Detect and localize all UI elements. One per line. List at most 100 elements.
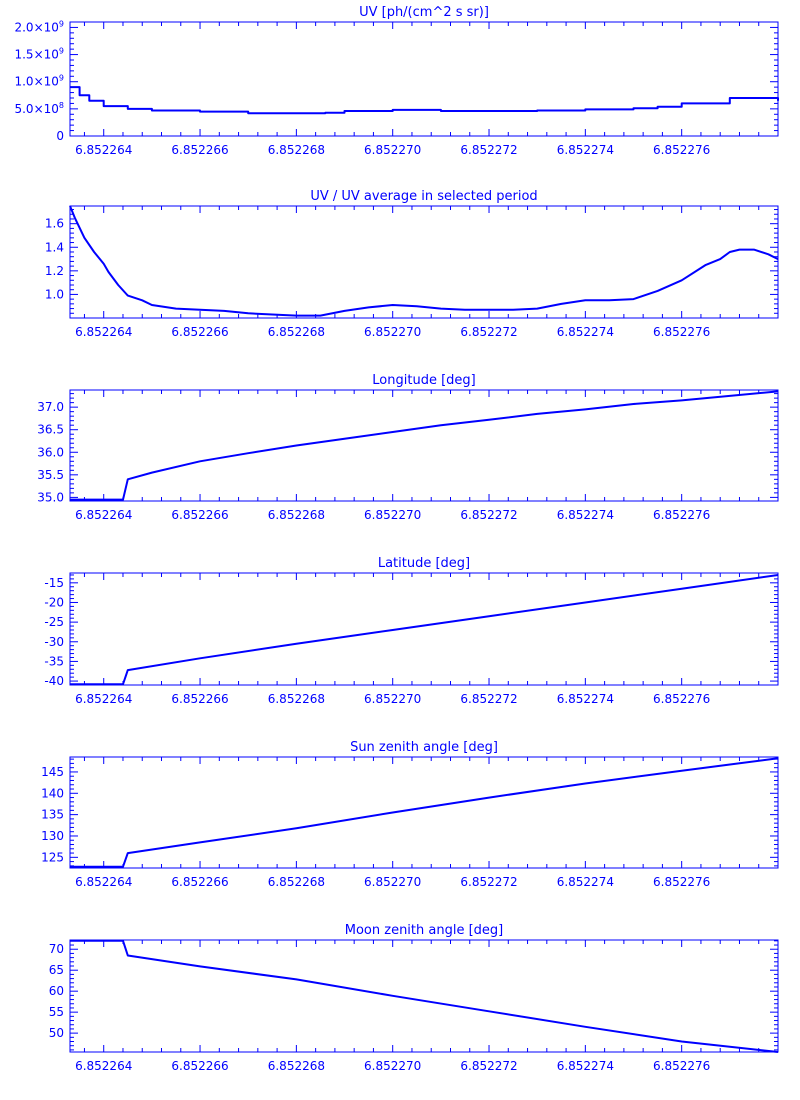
data-line-1	[69, 205, 779, 317]
panel-title: Sun zenith angle [deg]	[350, 740, 498, 755]
y-tick-label: 1.2	[45, 264, 64, 278]
y-tick-exponent: 9	[59, 19, 64, 28]
panel-title: Latitude [deg]	[378, 556, 470, 571]
x-tick-label: 6.852268	[268, 1059, 325, 1073]
y-tick-label: 60	[49, 984, 64, 998]
x-tick-label: 6.852272	[460, 692, 517, 706]
x-tick-label: 6.852274	[557, 875, 614, 889]
panel-3: Longitude [deg] 6.852264 6.852266 6.852268 6…	[37, 373, 779, 522]
y-tick-label: 140	[41, 786, 64, 800]
y-tick-label: 5.0×108	[14, 101, 64, 116]
plot-frame	[69, 756, 779, 869]
x-tick-label: 6.852274	[557, 325, 614, 339]
x-tick-label: 6.852266	[171, 1059, 228, 1073]
y-tick-label: 1.6	[45, 217, 64, 231]
plot-frame	[69, 205, 779, 319]
x-tick-label: 6.852272	[460, 508, 517, 522]
x-tick-label: 6.852264	[75, 325, 132, 339]
panel-title: UV / UV average in selected period	[310, 189, 537, 204]
data-line-1	[70, 757, 779, 868]
y-tick-label: 125	[41, 850, 64, 864]
y-tick-label: 36.5	[37, 423, 64, 437]
x-tick-label: 6.852272	[460, 1059, 517, 1073]
panel-title: UV [ph/(cm^2 s sr)]	[359, 5, 489, 20]
x-tick-label: 6.852270	[364, 325, 421, 339]
y-tick-label: 2.0×109	[14, 19, 64, 34]
data-line-1	[70, 574, 779, 686]
y-tick-mantissa: 5.0×10	[14, 102, 58, 116]
data-line-1	[70, 86, 779, 115]
y-tick-label: 1.5×109	[14, 47, 64, 62]
x-tick-label: 6.852274	[557, 692, 614, 706]
x-tick-label: 6.852272	[460, 143, 517, 157]
y-tick-label: -35	[44, 654, 64, 668]
y-tick-label: 36.0	[37, 445, 64, 459]
plot-frame	[69, 939, 779, 1053]
plot-frame	[69, 21, 779, 137]
x-tick-label: 6.852270	[364, 1059, 421, 1073]
x-tick-label: 6.852276	[653, 1059, 710, 1073]
x-tick-label: 6.852264	[75, 508, 132, 522]
y-tick-label: 35.0	[37, 490, 64, 504]
y-tick-label: 130	[41, 829, 64, 843]
x-tick-label: 6.852270	[364, 143, 421, 157]
y-tick-label: 1.0×109	[14, 74, 64, 89]
y-tick-mantissa: 2.0×10	[14, 20, 58, 34]
y-tick-label: 70	[49, 942, 64, 956]
y-tick-label: -25	[44, 615, 64, 629]
x-tick-label: 6.852274	[557, 1059, 614, 1073]
x-tick-label: 6.852276	[653, 508, 710, 522]
panel-4: Latitude [deg] 6.852264 6.852266 6.852268 6.…	[44, 556, 779, 706]
plot-frame	[69, 572, 779, 686]
x-tick-label: 6.852276	[653, 875, 710, 889]
x-tick-label: 6.852268	[268, 325, 325, 339]
x-tick-label: 6.852270	[364, 692, 421, 706]
y-tick-label: -30	[44, 635, 64, 649]
y-tick-label: 145	[41, 765, 64, 779]
plot-frame	[69, 389, 779, 502]
x-tick-label: 6.852266	[171, 143, 228, 157]
y-tick-mantissa: 1.0×10	[14, 75, 58, 89]
x-tick-label: 6.852276	[653, 325, 710, 339]
x-tick-label: 6.852268	[268, 875, 325, 889]
x-tick-label: 6.852268	[268, 692, 325, 706]
x-tick-label: 6.852270	[364, 875, 421, 889]
x-tick-label: 6.852264	[75, 143, 132, 157]
x-tick-label: 6.852268	[268, 508, 325, 522]
y-tick-exponent: 9	[59, 74, 64, 83]
data-line-1	[70, 939, 779, 1053]
y-tick-label: 55	[49, 1005, 64, 1019]
y-tick-mantissa: 0	[56, 129, 64, 143]
data-line-1	[70, 390, 779, 501]
y-tick-label: -20	[44, 595, 64, 609]
x-tick-label: 6.852264	[75, 1059, 132, 1073]
x-tick-label: 6.852272	[460, 325, 517, 339]
y-tick-label: 65	[49, 963, 64, 977]
panel-2: UV / UV average in selected period 6.8522…	[45, 189, 779, 339]
y-tick-label: 0	[56, 129, 64, 143]
y-tick-label: -15	[44, 576, 64, 590]
x-tick-label: 6.852272	[460, 875, 517, 889]
y-tick-label: 37.0	[37, 400, 64, 414]
panel-1: UV [ph/(cm^2 s sr)] 6.852264 6.852266 6.852…	[14, 5, 779, 157]
y-tick-exponent: 8	[59, 101, 64, 110]
x-tick-label: 6.852276	[653, 692, 710, 706]
y-tick-label: 135	[41, 808, 64, 822]
y-tick-label: 50	[49, 1026, 64, 1040]
x-tick-label: 6.852270	[364, 508, 421, 522]
y-tick-label: -40	[44, 674, 64, 688]
y-tick-label: 1.4	[45, 240, 64, 254]
y-tick-mantissa: 1.5×10	[14, 48, 58, 62]
y-tick-label: 1.0	[45, 287, 64, 301]
x-tick-label: 6.852266	[171, 508, 228, 522]
panel-title: Longitude [deg]	[372, 373, 475, 388]
y-tick-label: 35.5	[37, 468, 64, 482]
panel-6: Moon zenith angle [deg] 6.852264 6.852266 6…	[49, 923, 779, 1073]
x-tick-label: 6.852276	[653, 143, 710, 157]
x-tick-label: 6.852266	[171, 875, 228, 889]
y-tick-exponent: 9	[59, 47, 64, 56]
panel-5: Sun zenith angle [deg] 6.852264 6.852266 6.…	[41, 740, 779, 889]
x-tick-label: 6.852274	[557, 508, 614, 522]
x-tick-label: 6.852274	[557, 143, 614, 157]
